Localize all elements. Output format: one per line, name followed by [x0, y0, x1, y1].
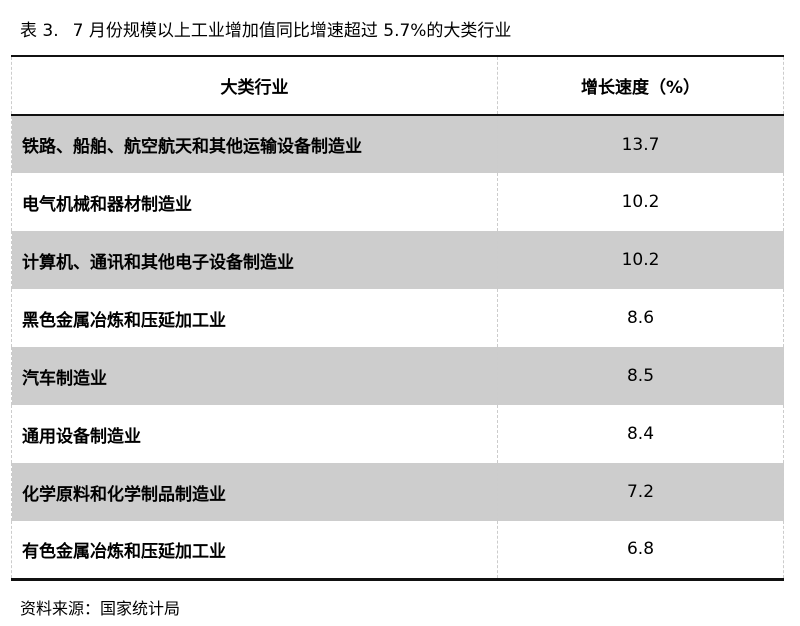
industry-cell: 有色金属冶炼和压延加工业: [11, 521, 498, 581]
header-growth: 增长速度（%）: [497, 55, 784, 116]
table-row: 电气机械和器材制造业 10.2: [11, 173, 784, 231]
header-row: 大类行业 增长速度（%）: [11, 55, 784, 116]
table-row: 有色金属冶炼和压延加工业 6.8: [11, 521, 784, 581]
table-title: 7 月份规模以上工业增加值同比增速超过 5.7%的大类行业: [72, 21, 512, 41]
source-note: 资料来源：国家统计局: [20, 599, 181, 618]
industry-cell: 计算机、通讯和其他电子设备制造业: [11, 231, 498, 289]
industry-cell: 铁路、船舶、航空航天和其他运输设备制造业: [11, 115, 498, 173]
table-row: 通用设备制造业 8.4: [11, 405, 784, 463]
industry-cell: 化学原料和化学制品制造业: [11, 463, 498, 521]
growth-cell: 7.2: [497, 463, 784, 521]
industry-growth-table: 大类行业 增长速度（%） 铁路、船舶、航空航天和其他运输设备制造业 13.7 电气机…: [11, 55, 784, 581]
growth-cell: 10.2: [497, 173, 784, 231]
table-number: 表 3.: [20, 21, 59, 41]
growth-cell: 8.6: [497, 289, 784, 347]
growth-cell: 8.4: [497, 405, 784, 463]
industry-cell: 电气机械和器材制造业: [11, 173, 498, 231]
industry-cell: 黑色金属冶炼和压延加工业: [11, 289, 498, 347]
industry-cell: 通用设备制造业: [11, 405, 498, 463]
growth-cell: 13.7: [497, 115, 784, 173]
growth-cell: 10.2: [497, 231, 784, 289]
table-row: 计算机、通讯和其他电子设备制造业 10.2: [11, 231, 784, 289]
table-caption: 表 3. 7 月份规模以上工业增加值同比增速超过 5.7%的大类行业: [20, 16, 511, 41]
growth-cell: 6.8: [497, 521, 784, 581]
table-row: 铁路、船舶、航空航天和其他运输设备制造业 13.7: [11, 115, 784, 173]
table-row: 黑色金属冶炼和压延加工业 8.6: [11, 289, 784, 347]
table-row: 化学原料和化学制品制造业 7.2: [11, 463, 784, 521]
industry-cell: 汽车制造业: [11, 347, 498, 405]
table-row: 汽车制造业 8.5: [11, 347, 784, 405]
growth-cell: 8.5: [497, 347, 784, 405]
header-industry: 大类行业: [11, 55, 498, 116]
